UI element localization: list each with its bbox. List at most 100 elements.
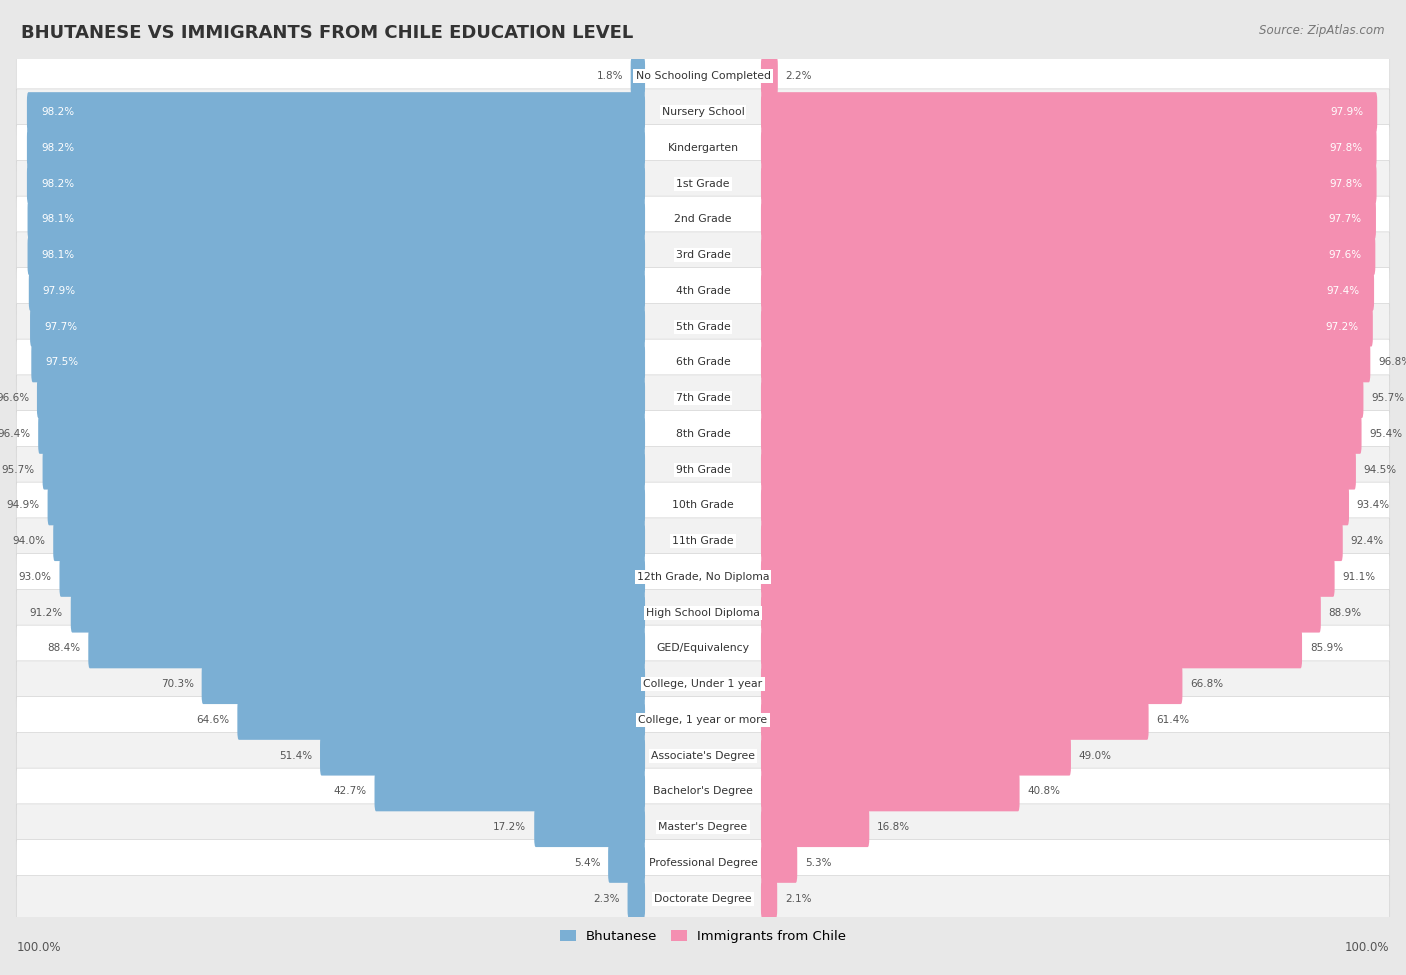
- Text: 97.4%: 97.4%: [1327, 286, 1360, 295]
- FancyBboxPatch shape: [761, 93, 1378, 132]
- FancyBboxPatch shape: [17, 410, 1389, 457]
- FancyBboxPatch shape: [17, 803, 1389, 850]
- FancyBboxPatch shape: [17, 589, 1389, 636]
- FancyBboxPatch shape: [17, 625, 1389, 672]
- FancyBboxPatch shape: [42, 449, 645, 489]
- FancyBboxPatch shape: [761, 486, 1348, 526]
- Text: 2nd Grade: 2nd Grade: [675, 214, 731, 224]
- Text: 70.3%: 70.3%: [160, 680, 194, 689]
- FancyBboxPatch shape: [761, 164, 1376, 204]
- Text: 42.7%: 42.7%: [333, 787, 367, 797]
- FancyBboxPatch shape: [761, 736, 1071, 775]
- FancyBboxPatch shape: [17, 661, 1389, 708]
- Text: 5.4%: 5.4%: [574, 858, 600, 868]
- Text: Kindergarten: Kindergarten: [668, 143, 738, 153]
- FancyBboxPatch shape: [534, 807, 645, 847]
- FancyBboxPatch shape: [17, 554, 1389, 600]
- Text: 93.4%: 93.4%: [1357, 500, 1391, 510]
- Text: 5th Grade: 5th Grade: [676, 322, 730, 332]
- Text: No Schooling Completed: No Schooling Completed: [636, 71, 770, 81]
- FancyBboxPatch shape: [30, 307, 645, 346]
- Text: 93.0%: 93.0%: [18, 572, 52, 582]
- Text: Associate's Degree: Associate's Degree: [651, 751, 755, 760]
- Text: 88.4%: 88.4%: [48, 644, 80, 653]
- Text: 12th Grade, No Diploma: 12th Grade, No Diploma: [637, 572, 769, 582]
- Text: 98.2%: 98.2%: [41, 178, 75, 188]
- Text: 16.8%: 16.8%: [877, 822, 910, 832]
- FancyBboxPatch shape: [238, 700, 645, 740]
- Text: 49.0%: 49.0%: [1078, 751, 1112, 760]
- FancyBboxPatch shape: [17, 696, 1389, 743]
- FancyBboxPatch shape: [374, 771, 645, 811]
- FancyBboxPatch shape: [17, 768, 1389, 814]
- Text: 98.2%: 98.2%: [41, 143, 75, 153]
- Text: 97.9%: 97.9%: [42, 286, 76, 295]
- FancyBboxPatch shape: [17, 374, 1389, 421]
- FancyBboxPatch shape: [761, 200, 1376, 239]
- Text: 2.2%: 2.2%: [786, 71, 813, 81]
- Text: Master's Degree: Master's Degree: [658, 822, 748, 832]
- Text: 100.0%: 100.0%: [1344, 941, 1389, 955]
- Text: 94.5%: 94.5%: [1364, 465, 1398, 475]
- Text: GED/Equivalency: GED/Equivalency: [657, 644, 749, 653]
- FancyBboxPatch shape: [761, 307, 1372, 346]
- FancyBboxPatch shape: [17, 482, 1389, 528]
- FancyBboxPatch shape: [17, 839, 1389, 886]
- FancyBboxPatch shape: [761, 593, 1320, 633]
- Text: 10th Grade: 10th Grade: [672, 500, 734, 510]
- FancyBboxPatch shape: [761, 128, 1376, 168]
- Text: 98.2%: 98.2%: [41, 107, 75, 117]
- Text: 96.8%: 96.8%: [1378, 358, 1406, 368]
- FancyBboxPatch shape: [761, 843, 797, 882]
- FancyBboxPatch shape: [17, 267, 1389, 314]
- Text: Professional Degree: Professional Degree: [648, 858, 758, 868]
- FancyBboxPatch shape: [53, 522, 645, 561]
- Legend: Bhutanese, Immigrants from Chile: Bhutanese, Immigrants from Chile: [554, 925, 852, 949]
- Text: BHUTANESE VS IMMIGRANTS FROM CHILE EDUCATION LEVEL: BHUTANESE VS IMMIGRANTS FROM CHILE EDUCA…: [21, 24, 633, 42]
- Text: 97.9%: 97.9%: [1330, 107, 1364, 117]
- Text: Nursery School: Nursery School: [662, 107, 744, 117]
- Text: Doctorate Degree: Doctorate Degree: [654, 894, 752, 904]
- FancyBboxPatch shape: [761, 449, 1355, 489]
- Text: 66.8%: 66.8%: [1191, 680, 1223, 689]
- Text: 17.2%: 17.2%: [494, 822, 526, 832]
- Text: 100.0%: 100.0%: [17, 941, 62, 955]
- FancyBboxPatch shape: [627, 878, 645, 918]
- FancyBboxPatch shape: [631, 57, 645, 97]
- FancyBboxPatch shape: [17, 303, 1389, 350]
- Text: 94.9%: 94.9%: [7, 500, 39, 510]
- FancyBboxPatch shape: [761, 664, 1182, 704]
- Text: 91.1%: 91.1%: [1343, 572, 1375, 582]
- FancyBboxPatch shape: [761, 557, 1334, 597]
- FancyBboxPatch shape: [321, 736, 645, 775]
- FancyBboxPatch shape: [27, 93, 645, 132]
- Text: 4th Grade: 4th Grade: [676, 286, 730, 295]
- FancyBboxPatch shape: [761, 878, 778, 918]
- Text: 7th Grade: 7th Grade: [676, 393, 730, 403]
- FancyBboxPatch shape: [48, 486, 645, 526]
- FancyBboxPatch shape: [28, 200, 645, 239]
- Text: 95.7%: 95.7%: [1, 465, 35, 475]
- Text: 97.8%: 97.8%: [1330, 178, 1362, 188]
- FancyBboxPatch shape: [38, 414, 645, 453]
- Text: 97.2%: 97.2%: [1326, 322, 1358, 332]
- FancyBboxPatch shape: [17, 89, 1389, 136]
- Text: 8th Grade: 8th Grade: [676, 429, 730, 439]
- Text: 95.7%: 95.7%: [1371, 393, 1405, 403]
- FancyBboxPatch shape: [17, 125, 1389, 172]
- FancyBboxPatch shape: [17, 196, 1389, 243]
- FancyBboxPatch shape: [70, 593, 645, 633]
- Text: 3rd Grade: 3rd Grade: [675, 251, 731, 260]
- FancyBboxPatch shape: [27, 128, 645, 168]
- FancyBboxPatch shape: [761, 700, 1149, 740]
- FancyBboxPatch shape: [28, 235, 645, 275]
- Text: 11th Grade: 11th Grade: [672, 536, 734, 546]
- Text: 51.4%: 51.4%: [278, 751, 312, 760]
- Text: 2.1%: 2.1%: [785, 894, 811, 904]
- FancyBboxPatch shape: [59, 557, 645, 597]
- FancyBboxPatch shape: [761, 235, 1375, 275]
- Text: 96.6%: 96.6%: [0, 393, 30, 403]
- FancyBboxPatch shape: [17, 518, 1389, 565]
- FancyBboxPatch shape: [761, 271, 1374, 311]
- FancyBboxPatch shape: [761, 378, 1364, 418]
